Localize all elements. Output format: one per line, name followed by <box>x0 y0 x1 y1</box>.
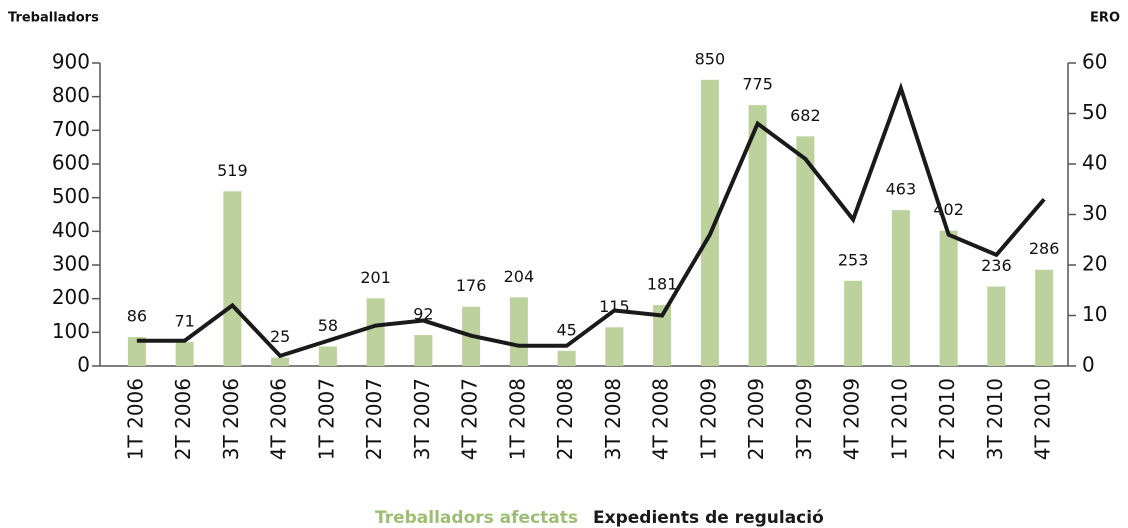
bar <box>223 191 242 366</box>
bar <box>700 79 719 366</box>
x-tick-label: 2T 2009 <box>744 378 768 460</box>
bar <box>175 342 194 366</box>
data-label: 86 <box>127 307 147 326</box>
bar <box>318 346 337 366</box>
bar <box>1035 269 1054 366</box>
x-tick-label: 4T 2009 <box>840 378 864 460</box>
y-tick-label: 0 <box>77 353 90 377</box>
y2-axis-title: ERO <box>1090 11 1120 26</box>
y2-tick-label: 60 <box>1082 50 1107 74</box>
legend-label: Treballadors afectats <box>375 508 578 528</box>
y-tick-label: 100 <box>52 319 90 343</box>
data-label: 286 <box>1029 239 1060 258</box>
y-tick-label: 500 <box>52 184 90 208</box>
x-tick-label: 4T 2008 <box>649 378 673 460</box>
bar <box>939 230 958 366</box>
data-label: 253 <box>838 250 869 269</box>
bar <box>987 286 1006 366</box>
y2-tick-label: 20 <box>1082 252 1107 276</box>
x-tick-label: 2T 2006 <box>171 378 195 460</box>
y2-tick-label: 40 <box>1082 151 1107 175</box>
y2-tick-label: 10 <box>1082 302 1107 326</box>
x-tick-label: 4T 2007 <box>458 378 482 460</box>
bar <box>557 350 576 366</box>
data-label: 850 <box>695 49 726 68</box>
x-tick-label: 1T 2007 <box>314 378 338 460</box>
x-tick-label: 4T 2010 <box>1031 378 1055 460</box>
data-label: 71 <box>174 312 194 331</box>
y-tick-label: 800 <box>52 83 90 107</box>
data-label: 181 <box>647 275 678 294</box>
data-label: 25 <box>270 327 290 346</box>
bar <box>509 297 528 366</box>
x-tick-label: 2T 2007 <box>362 378 386 460</box>
x-tick-label: 1T 2006 <box>123 378 147 460</box>
data-label: 682 <box>790 106 821 125</box>
x-tick-label: 2T 2008 <box>553 378 577 460</box>
x-tick-label: 3T 2010 <box>983 378 1007 460</box>
data-label: 45 <box>556 320 576 339</box>
bar <box>605 327 624 366</box>
y-tick-label: 600 <box>52 151 90 175</box>
data-label: 92 <box>413 305 433 324</box>
y2-tick-label: 30 <box>1082 201 1107 225</box>
x-tick-label: 2T 2010 <box>935 378 959 460</box>
bar <box>127 337 146 366</box>
bar <box>748 105 767 366</box>
x-tick-label: 4T 2006 <box>267 378 291 460</box>
data-label: 201 <box>360 268 391 287</box>
line <box>136 82 1046 359</box>
data-label: 519 <box>217 161 248 180</box>
y-tick-label: 400 <box>52 218 90 242</box>
bar <box>796 136 815 366</box>
y-tick-label: 300 <box>52 252 90 276</box>
data-label: 204 <box>504 267 535 286</box>
y-tick-label: 900 <box>52 50 90 74</box>
x-tick-label: 3T 2006 <box>219 378 243 460</box>
bar <box>844 280 863 366</box>
data-label: 775 <box>742 75 773 94</box>
x-tick-label: 3T 2009 <box>792 378 816 460</box>
x-tick-label: 3T 2008 <box>601 378 625 460</box>
x-tick-label: 1T 2009 <box>696 378 720 460</box>
x-tick-label: 1T 2010 <box>887 378 911 460</box>
y2-tick-label: 50 <box>1082 100 1107 124</box>
bar <box>891 210 910 366</box>
bar <box>414 335 433 366</box>
data-label: 58 <box>318 316 338 335</box>
y-axis-title: Treballadors <box>8 11 99 26</box>
y-tick-label: 700 <box>52 117 90 141</box>
legend-label: Expedients de regulació <box>593 508 824 528</box>
data-label: 176 <box>456 276 487 295</box>
bar <box>653 305 672 366</box>
bar <box>271 357 290 366</box>
data-label: 236 <box>981 256 1012 275</box>
data-label: 463 <box>886 180 917 199</box>
x-tick-label: 1T 2008 <box>505 378 529 460</box>
bar <box>366 298 385 366</box>
y-tick-label: 200 <box>52 285 90 309</box>
y2-tick-label: 0 <box>1082 353 1095 377</box>
x-tick-label: 3T 2007 <box>410 378 434 460</box>
